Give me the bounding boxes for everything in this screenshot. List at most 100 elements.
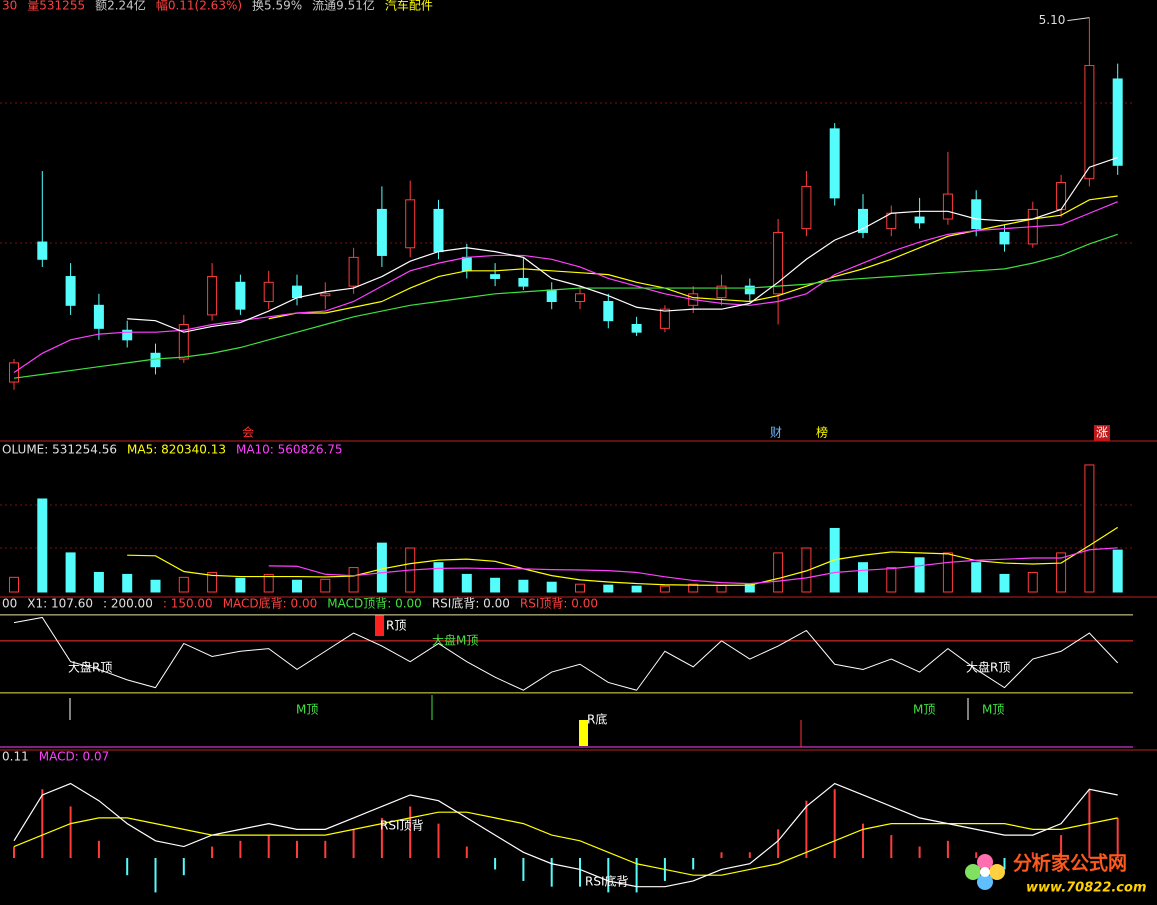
annotation: 财 (770, 426, 782, 440)
macd-bar (380, 817, 383, 859)
volume-bar (858, 562, 868, 593)
average-line (13, 201, 1118, 373)
volume-bar (688, 583, 699, 593)
macd-bar (692, 858, 695, 870)
macd-bar (182, 858, 185, 876)
macd-bar (211, 846, 214, 859)
candle-body (801, 185, 812, 230)
macd-bar (494, 858, 497, 870)
watermark-title: 分析家公式网 (1013, 852, 1127, 875)
candle-body (263, 281, 274, 302)
candle-body (37, 241, 48, 260)
volume-bar (490, 577, 501, 593)
candle-body (320, 293, 331, 297)
volume-bar (631, 585, 642, 593)
candle-body (914, 216, 925, 224)
volume-bar (801, 547, 812, 593)
event-badge (1094, 425, 1110, 441)
header-item: RSI顶背: 0.00 (520, 597, 598, 611)
macd-bar (862, 823, 864, 859)
volume-bar (37, 498, 48, 593)
candle-body (659, 308, 670, 329)
macd-bar (748, 852, 751, 859)
macd-bar (1031, 852, 1034, 859)
volume-bar (320, 578, 331, 593)
watermark-url: www.70822.com (1026, 881, 1147, 896)
volume-bar (886, 567, 897, 593)
signal-box (579, 720, 588, 746)
header-item: MACD: 0.07 (39, 750, 110, 764)
candle-body (461, 256, 472, 272)
macd-bar (239, 840, 242, 859)
candle-body (235, 281, 246, 310)
annotation: 大盘R顶 (68, 660, 112, 675)
macd-bar (635, 858, 638, 893)
average-line (13, 811, 1118, 876)
macd-bar (97, 840, 100, 859)
volume-bar (461, 573, 472, 593)
candle-body (631, 324, 642, 333)
annotation: 会 (242, 426, 254, 440)
average-line (127, 526, 1119, 586)
macd-bar (465, 846, 468, 859)
candle-body (292, 285, 302, 299)
candle-body (1112, 78, 1123, 166)
candle-body (546, 289, 557, 302)
volume-bar (546, 581, 557, 593)
macd-bar (833, 789, 836, 859)
macd-bar (154, 858, 157, 893)
annotation: R底 (587, 712, 607, 727)
macd-bar (1060, 835, 1063, 859)
candle-body (405, 199, 416, 249)
volume-bar (716, 584, 727, 593)
volume-bar (433, 562, 444, 593)
candle-body (999, 231, 1010, 245)
header-item: 流通9.51亿 (312, 0, 375, 13)
macd-bar (1116, 817, 1119, 859)
macd-bar (579, 858, 581, 887)
candle-body (376, 208, 387, 256)
macd-bar (607, 858, 610, 893)
candle-body (575, 293, 585, 302)
macd-bar (324, 840, 327, 859)
volume-bar (178, 576, 189, 593)
annotation: 涨 (1096, 425, 1108, 440)
signal-box (375, 615, 384, 636)
macd-bar (777, 829, 780, 859)
header-item: RSI底背: 0.00 (432, 596, 510, 611)
candle-body (348, 256, 359, 287)
macd-bar (1003, 858, 1006, 870)
candle-body (942, 193, 953, 220)
annotation: M顶 (982, 703, 1004, 717)
header-item: X1: 107.60 (27, 597, 93, 611)
header-item: 00 (2, 597, 17, 611)
volume-bar (1056, 552, 1067, 593)
candle-body (773, 231, 784, 295)
candle-body (122, 329, 133, 341)
header-item: 幅0.11(2.63%) (156, 0, 242, 13)
volume-bar (376, 542, 387, 593)
candle-body (829, 128, 840, 199)
volume-bar (348, 567, 359, 593)
header-item: 汽车配件 (385, 0, 433, 13)
volume-bar (292, 579, 302, 593)
volume-bar (603, 584, 614, 593)
header-item: : 150.00 (163, 597, 213, 611)
header-item: MA5: 820340.13 (127, 443, 226, 457)
volume-bar (914, 557, 925, 593)
indicator-line (13, 616, 1119, 691)
macd-bar (720, 852, 723, 859)
watermark-logo (965, 854, 1005, 890)
volume-bar (518, 579, 529, 593)
macd-bar (13, 846, 15, 859)
header-item: 量531255 (27, 0, 85, 13)
volume-bar (93, 571, 104, 593)
header-item: 0.11 (2, 750, 29, 764)
volume-bar (122, 573, 133, 593)
candle-body (603, 300, 614, 322)
annotation: 大盘R顶 (966, 660, 1010, 675)
volume-bar (971, 562, 982, 593)
volume-bar (942, 552, 953, 593)
